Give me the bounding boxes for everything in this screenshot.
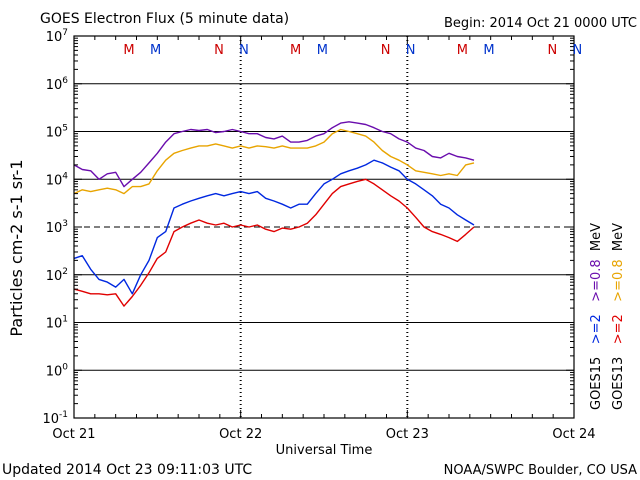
time-marker-label: N: [572, 43, 582, 58]
y-tick-label: 103: [46, 219, 68, 236]
y-tick-label: 105: [46, 124, 68, 141]
time-marker-label: M: [457, 43, 468, 58]
y-tick-label: 107: [46, 28, 68, 45]
time-marker-label: M: [290, 43, 301, 58]
time-marker-label: N: [214, 43, 224, 58]
legend-entry: GOES15 >=2 >=0.8 MeV: [589, 223, 604, 410]
chart-title: GOES Electron Flux (5 minute data): [40, 11, 289, 27]
time-marker-label: N: [547, 43, 557, 58]
time-marker-label: M: [483, 43, 494, 58]
time-marker-label: N: [381, 43, 391, 58]
x-tick-label: Oct 21: [52, 427, 95, 442]
time-marker-label: M: [150, 43, 161, 58]
time-marker-label: N: [406, 43, 416, 58]
series-line: [73, 121, 475, 188]
x-axis-label: Universal Time: [276, 443, 373, 458]
updated-timestamp: Updated 2014 Oct 23 09:11:03 UTC: [2, 462, 252, 478]
x-tick-label: Oct 24: [552, 427, 595, 442]
series-line: [73, 178, 475, 307]
y-tick-label: 10-1: [42, 410, 68, 427]
legend-layer: GOES15 >=2 >=0.8 MeV GOES13 >=2 >=0.8 MeV: [589, 223, 626, 410]
credit-line: NOAA/SWPC Boulder, CO USA: [444, 463, 637, 478]
time-marker-label: M: [123, 43, 134, 58]
time-marker-label: M: [317, 43, 328, 58]
y-tick-label: 106: [46, 76, 69, 93]
legend-entry: GOES13 >=2 >=0.8 MeV: [611, 223, 626, 410]
grid-layer: [74, 36, 574, 418]
y-axis-label: Particles cm-2 s-1 sr-1: [7, 159, 26, 336]
x-tick-label: Oct 22: [219, 427, 262, 442]
series-line: [73, 128, 475, 195]
y-tick-label: 100: [46, 362, 69, 379]
x-tick-label: Oct 23: [386, 427, 429, 442]
begin-time: Begin: 2014 Oct 21 0000 UTC: [444, 16, 637, 31]
y-tick-label: 101: [46, 315, 68, 332]
series-layer: [73, 121, 475, 307]
y-tick-label: 102: [46, 267, 68, 284]
y-tick-label: 104: [46, 171, 69, 188]
axis-layer: 10-1 100 101 102 103 104 105 106 107 Oct 21 Oct 22…: [42, 28, 595, 442]
series-line: [73, 159, 475, 295]
time-marker-label: N: [239, 43, 249, 58]
